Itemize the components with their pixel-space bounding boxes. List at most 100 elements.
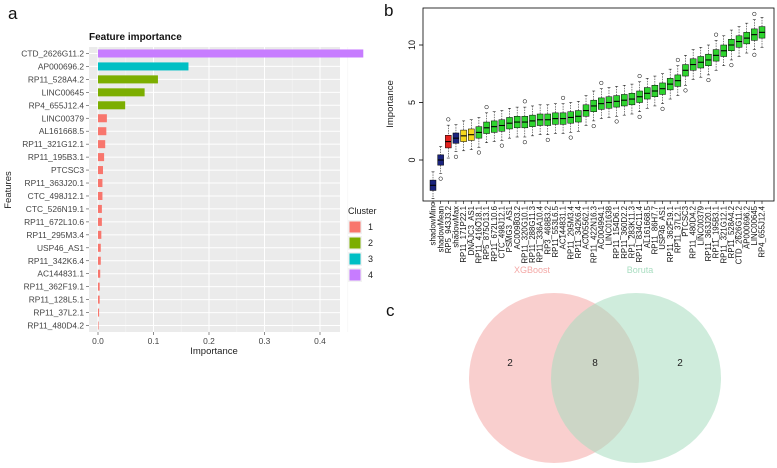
panel-b-x-tick-label: PTCSC3 (681, 206, 690, 237)
panel-a-letter: a (8, 4, 18, 23)
boxplot-rp11-342k6-4 (575, 101, 582, 132)
outlier-point (714, 32, 719, 37)
outlier-point (614, 119, 619, 124)
bar-rp11-321g12-1 (98, 140, 106, 149)
boxplot-rp4-655j12-4 (758, 17, 766, 48)
y-tick-label: AL161668.5 (39, 126, 85, 136)
bar-ctc-526n19-1 (98, 204, 102, 213)
x-tick-label: 0.4 (314, 336, 326, 346)
outlier-point (484, 105, 489, 110)
outlier-point (499, 143, 504, 148)
legend-swatch-cluster-3 (349, 253, 361, 265)
y-tick-label: CTC_526N19.1 (26, 204, 85, 214)
bar-ctc-498j12-1 (98, 191, 103, 200)
bar-rp11-528a4-2 (98, 75, 158, 84)
boxplot-rp11-171p22-1 (460, 120, 467, 152)
panel-b-x-tick-label: shadowMax (452, 206, 461, 248)
boxplot-rp11-672l10-6 (490, 111, 498, 142)
panel-b-x-tick-label: RP11_528A4.2 (727, 206, 736, 258)
panel-b-x-tick-label: CTD_2626G11.2 (735, 206, 744, 264)
outlier-point (561, 95, 566, 100)
panel-b-y-tick-label: 5 (407, 100, 417, 105)
legend-label-cluster-1: 1 (368, 222, 373, 232)
panel-b-x-tick-label: RP11_195B3.1 (712, 206, 721, 258)
boxplot-rp11-195b3-1 (712, 32, 720, 71)
boxplot-rp11-362f19-1 (666, 68, 674, 100)
outlier-point (675, 57, 680, 63)
outlier-point (706, 78, 711, 83)
bar-al161668-5 (98, 127, 107, 136)
venn-count-boruta-only: 2 (677, 358, 683, 369)
boxplot-rp11-288g11-3 (529, 105, 536, 137)
boxplot-linc00645 (751, 11, 758, 57)
outlier-point (545, 137, 550, 142)
panel-a-y-axis-title: Features (3, 171, 14, 209)
boxplot-rp11-422n16-3 (590, 90, 597, 129)
bar-ap000696-2 (98, 62, 189, 71)
panel-b-y-axis-title: Importance (385, 80, 396, 128)
boxplot-linc01638 (605, 87, 613, 118)
y-tick-label: RP11_362F19.1 (24, 282, 85, 292)
boxplot-rp5-875o13-1 (483, 105, 490, 143)
panel-b-x-tick-label: LINC00379 (696, 206, 705, 245)
boxplot-shadowmean (437, 146, 444, 181)
panel-b-x-tick-label: RP11_288G11.3 (528, 206, 537, 263)
panel-b-x-tick-label: RP11_321G12.1 (719, 206, 728, 264)
y-tick-label: AP000696.2 (38, 61, 84, 71)
bar-usp46-as1 (98, 243, 101, 252)
y-tick-label: RP11_37L2.1 (33, 308, 84, 318)
panel-b-chart: 0 5 10 shadowMinshadowMeanRP5_943J3.2shado… (385, 7, 775, 264)
x-tick-label: 0.2 (203, 336, 215, 346)
bar-rp4-655j12-4 (98, 101, 126, 110)
outlier-point (438, 176, 443, 181)
panel-a-legend-title: Cluster (348, 206, 377, 216)
panel-b-x-tick-label: RP11_553L6.5 (551, 205, 560, 257)
y-tick-label: RP11_295M3.4 (26, 230, 84, 240)
panel-b-x-tick-label: RP11_360D2.2 (620, 206, 629, 259)
bar-rp11-362f19-1 (98, 282, 100, 291)
panel-b-x-tick-label: RP11_171P22.1 (459, 206, 468, 263)
y-tick-label: RP11_342K6.4 (28, 256, 85, 266)
outlier-point (591, 124, 596, 129)
panel-c-venn: XGBoost Boruta 2 8 2 (469, 265, 721, 463)
boxplot-rp11-37l2-1 (674, 57, 682, 96)
boxplot-ac004994-1 (598, 80, 605, 119)
legend-label-cluster-4: 4 (368, 270, 373, 280)
boxplot-rp11-321g12-1 (720, 35, 727, 66)
panel-a-x-axis-title: Importance (190, 346, 238, 357)
legend-label-cluster-2: 2 (368, 238, 373, 248)
venn-label-xgboost: XGBoost (514, 265, 551, 275)
boxplot-ac144831-1 (559, 95, 567, 134)
boxplot-rp11-320g10-1 (521, 99, 529, 145)
boxplot-rp11-528a4-2 (728, 29, 735, 68)
y-tick-label: RP11_128L5.1 (29, 295, 85, 305)
outlier-point (683, 88, 688, 93)
outlier-point (599, 80, 604, 85)
boxplot-rp11-480d4-2 (689, 49, 697, 80)
boxplot-ac009803-2 (513, 106, 521, 138)
outlier-point (752, 11, 757, 16)
outlier-point (752, 52, 757, 57)
outlier-point (637, 74, 642, 79)
boxplot-rp11-295m3-4 (567, 102, 574, 140)
panel-b-x-tick-label: AC144831.1 (559, 206, 568, 249)
boxplot-linc00379 (697, 47, 705, 78)
panel-b-x-tick-label: RP11_154D6.1 (612, 206, 621, 259)
panel-b-x-tick-label: USP46_AS1 (658, 206, 667, 250)
bar-rp11-342k6-4 (98, 256, 101, 265)
panel-b-x-tick-label: AC004994.1 (597, 206, 606, 249)
panel-a-chart: Feature importance CTD_2626G11.2 AP000696… (3, 32, 377, 357)
boxplot-rp11-553l6-5 (552, 103, 559, 134)
y-tick-label: RP11_672L10.6 (24, 217, 84, 227)
panel-b-x-tick-label: shadowMean (436, 206, 445, 252)
boxplot-rp11-154d6-1 (613, 86, 620, 124)
panel-b-y-tick-label: 10 (407, 40, 417, 50)
panel-b-x-tick-label: RP11_834C11.4 (635, 205, 644, 262)
bar-rp11-128l5-1 (98, 295, 100, 304)
panel-a-legend: 1 2 3 4 (348, 220, 373, 282)
panel-b-x-tick-label: RP11_672L10.6 (490, 206, 499, 262)
outlier-point (660, 106, 665, 111)
bar-rp11-195b3-1 (98, 153, 105, 162)
x-tick-label: 0.1 (148, 336, 160, 346)
